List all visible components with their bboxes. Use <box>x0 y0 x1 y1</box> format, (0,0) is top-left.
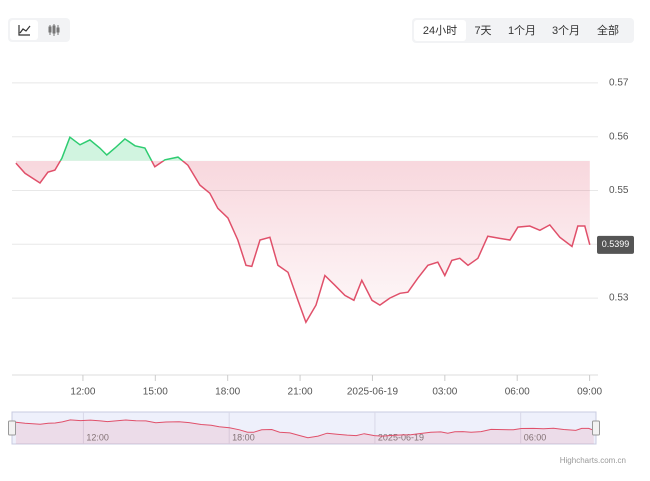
candle-icon[interactable] <box>48 24 60 36</box>
range-button-active <box>414 20 466 41</box>
x-tick-label: 12:00 <box>70 387 95 398</box>
navigator-tick-label: 2025-06-19 <box>378 432 424 442</box>
range-button[interactable]: 7天 <box>474 25 491 37</box>
credits: Highcharts.com.cn <box>560 456 626 465</box>
y-tick-label: 0.57 <box>609 78 629 89</box>
range-button[interactable]: 3个月 <box>552 24 580 37</box>
last-price-label: 0.5399 <box>602 239 630 249</box>
navigator-handle[interactable] <box>592 420 600 436</box>
range-button[interactable]: 全部 <box>597 23 619 37</box>
y-tick-label: 0.53 <box>609 293 629 304</box>
last-price-tag <box>597 235 634 254</box>
chart-type-toggle <box>8 18 70 42</box>
y-tick-label: 0.55 <box>609 185 629 196</box>
x-tick-label: 03:00 <box>432 387 457 398</box>
navigator-tick-label: 18:00 <box>232 432 255 442</box>
navigator-handle[interactable] <box>8 420 16 436</box>
line-icon <box>18 25 31 36</box>
navigator-mask <box>11 411 597 445</box>
x-tick-label: 2025-06-19 <box>347 387 399 398</box>
range-bg <box>412 18 634 43</box>
navigator-tick-label: 06:00 <box>524 432 547 442</box>
navigator-line <box>15 419 594 439</box>
x-tick-label: 15:00 <box>143 387 168 398</box>
navigator-area <box>15 419 594 444</box>
range-selector: 24小时 7天 1个月 3个月 全部 <box>412 18 634 43</box>
area-down <box>15 160 590 323</box>
range-button[interactable]: 1个月 <box>508 24 536 37</box>
line-down <box>15 160 591 325</box>
x-tick-label: 06:00 <box>505 387 530 398</box>
x-tick-label: 21:00 <box>288 387 313 398</box>
x-tick-label: 18:00 <box>215 387 240 398</box>
range-button[interactable]: 24小时 <box>423 24 457 37</box>
plot-area: 0.530.540.550.560.5712:0015:0018:0021:00… <box>8 78 634 445</box>
line-up <box>59 136 184 161</box>
y-tick-label: 0.56 <box>609 131 629 142</box>
area-up <box>15 137 590 161</box>
navigator-tick-label: 12:00 <box>86 432 109 442</box>
x-tick-label: 09:00 <box>577 387 602 398</box>
